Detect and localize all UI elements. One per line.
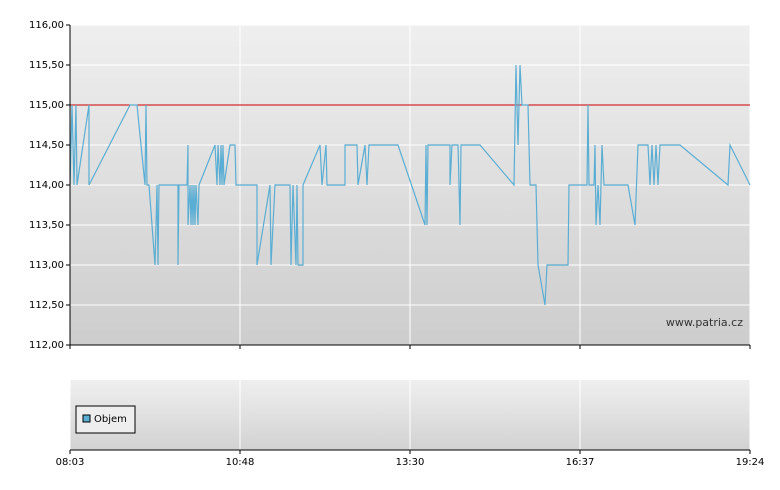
y-tick-label: 113,50	[29, 220, 64, 231]
x-tick-label: 16:37	[566, 457, 595, 468]
y-tick-label: 112,00	[29, 340, 64, 351]
y-tick-label: 114,50	[29, 140, 64, 151]
x-tick-label: 10:48	[226, 457, 255, 468]
legend-swatch	[82, 414, 91, 423]
y-tick-label: 114,00	[29, 180, 64, 191]
y-tick-label: 115,50	[29, 60, 64, 71]
x-tick-label: 19:24	[736, 457, 765, 468]
y-tick-label: 116,00	[29, 20, 64, 31]
x-tick-label: 08:03	[56, 457, 85, 468]
x-tick-label: 13:30	[396, 457, 425, 468]
price-line	[69, 64, 751, 306]
y-tick-label: 115,00	[29, 100, 64, 111]
legend-label: Objem	[94, 414, 127, 425]
watermark: www.patria.cz	[666, 316, 743, 329]
y-tick-label: 113,00	[29, 260, 64, 271]
y-tick-label: 112,50	[29, 300, 64, 311]
